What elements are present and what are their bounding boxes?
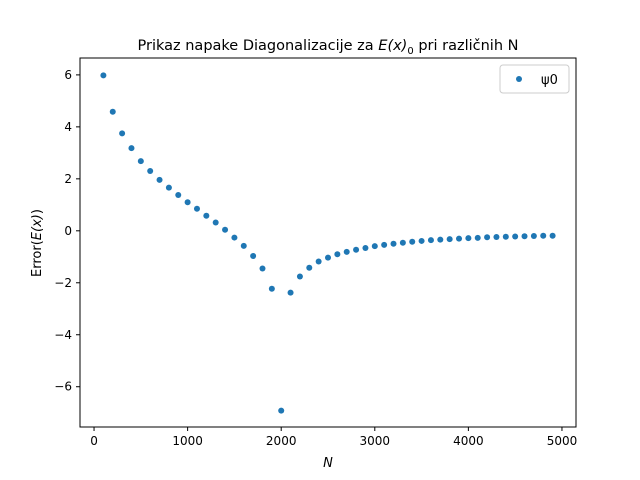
legend-label: ψ0 [541,73,558,88]
data-point [156,176,163,183]
legend-box [499,64,570,94]
data-point [465,235,472,242]
y-tick-label: −2 [54,276,72,290]
data-point [315,258,322,265]
data-point [278,407,285,414]
x-axis: 0 1000 2000 3000 4000 5000 [90,427,577,448]
y-tick-label: 2 [64,172,72,186]
data-point [147,168,154,175]
y-tick-label: −6 [54,380,72,394]
data-point [334,251,341,258]
data-point [306,264,313,271]
y-tick-label: 6 [64,68,72,82]
data-point [540,232,547,239]
data-point [137,158,144,165]
y-axis: −6 −4 −2 0 2 4 6 [54,68,80,394]
x-tick-label: 4000 [453,434,484,448]
x-tick-label: 0 [90,434,98,448]
data-point [343,248,350,255]
data-point [119,130,126,137]
x-tick-label: 3000 [360,434,391,448]
x-tick-label: 5000 [547,434,578,448]
data-point [371,243,378,250]
data-point [390,240,397,247]
data-point [184,199,191,206]
data-point [530,233,537,240]
data-point [427,237,434,244]
data-point [549,232,556,239]
data-point [250,253,257,260]
data-point [418,237,425,244]
data-point [484,234,491,241]
data-point [268,285,275,292]
legend: ψ0 [499,64,570,94]
x-tick-label: 1000 [172,434,203,448]
data-point [409,238,416,245]
data-point [381,241,388,248]
y-tick-label: 4 [64,120,72,134]
data-point [353,246,360,253]
data-point [512,233,519,240]
data-point [212,219,219,226]
data-point [100,72,107,79]
y-axis-label: Error(E(x)) [30,209,45,277]
data-point [521,233,528,240]
data-point [474,234,481,241]
data-point [128,145,135,152]
legend-marker [516,76,522,82]
data-point [437,236,444,243]
data-point [203,212,210,219]
chart-title: Prikaz napake Diagonalizacije za E(x)0 p… [138,38,519,57]
x-tick-label: 2000 [266,434,297,448]
data-point [193,205,200,212]
data-point [165,184,172,191]
data-point [240,242,247,249]
data-point [231,234,238,241]
y-tick-label: −4 [54,328,72,342]
data-point [296,273,303,280]
data-point [493,234,500,241]
plot-area [79,57,577,428]
data-point [259,265,266,272]
data-point [446,236,453,243]
data-point [502,233,509,240]
data-point [222,226,229,233]
series-psi0 [100,72,556,414]
data-point [287,289,294,296]
data-point [325,254,331,261]
data-point [456,235,463,242]
data-point [175,191,182,198]
data-point [362,244,369,251]
data-point [109,108,116,115]
x-axis-label: N [323,456,333,471]
data-point [399,239,406,246]
y-tick-label: 0 [64,224,72,238]
